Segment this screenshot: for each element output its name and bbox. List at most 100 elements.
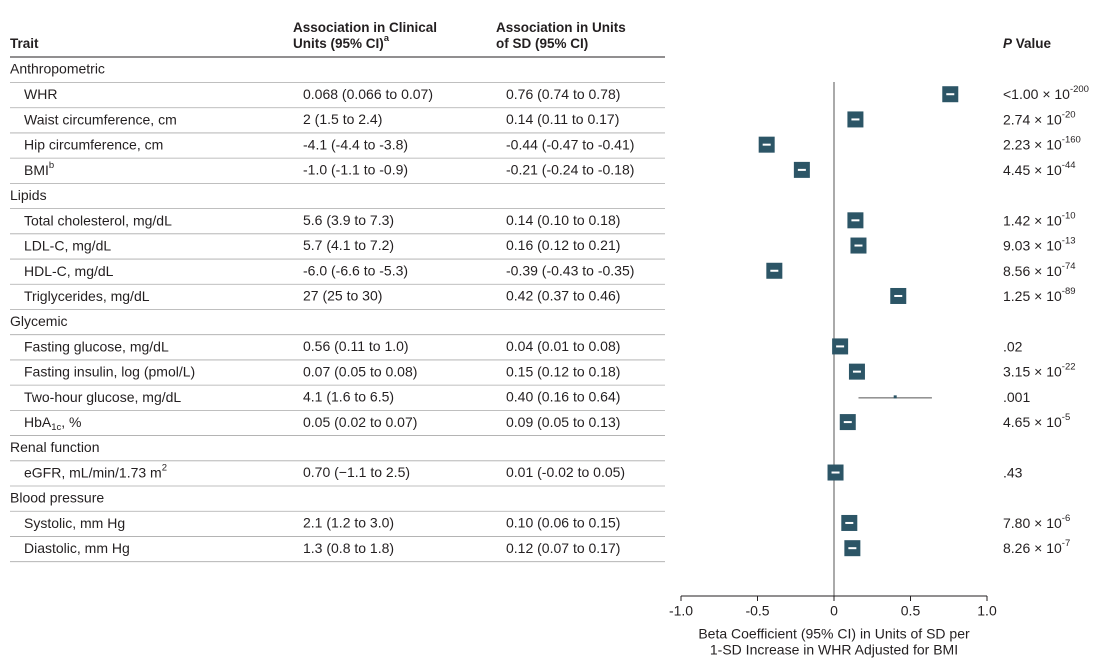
trait-label: HbA1c, % — [24, 414, 82, 433]
superscript: -44 — [1062, 159, 1076, 170]
clinical-estimate: -4.1 (-4.4 to -3.8) — [303, 136, 408, 152]
text-run: Association in Units — [496, 20, 626, 35]
trait-label: eGFR, mL/min/1.73 m2 — [24, 462, 167, 480]
text-run: 1.25 × 10 — [1003, 288, 1062, 304]
sd-estimate: -0.39 (-0.43 to -0.35) — [506, 262, 634, 278]
trait-label: Systolic, mm Hg — [24, 515, 125, 531]
subscript: 1c — [51, 422, 61, 433]
superscript: -74 — [1062, 260, 1076, 271]
text-run: Diastolic, mm Hg — [24, 540, 130, 556]
p-value: 4.65 × 10-5 — [1003, 412, 1070, 430]
trait-label: Triglycerides, mg/dL — [24, 288, 150, 304]
text-run: WHR — [24, 86, 57, 102]
p-value: 2.74 × 10-20 — [1003, 109, 1076, 127]
p-value: .001 — [1003, 389, 1030, 405]
superscript: -160 — [1062, 134, 1081, 145]
text-run: 2.23 × 10 — [1003, 136, 1062, 152]
x-tick-label: -0.5 — [745, 603, 769, 619]
text-run: 8.56 × 10 — [1003, 262, 1062, 278]
trait-label: Diastolic, mm Hg — [24, 540, 130, 556]
superscript: b — [49, 159, 54, 170]
clinical-estimate: 0.07 (0.05 to 0.08) — [303, 363, 417, 379]
clinical-estimate: 27 (25 to 30) — [303, 288, 382, 304]
text-run: HDL-C, mg/dL — [24, 262, 114, 278]
column-header: Trait — [10, 36, 39, 51]
superscript: -7 — [1062, 538, 1070, 549]
sd-estimate: -0.44 (-0.47 to -0.41) — [506, 136, 634, 152]
trait-label: BMIb — [24, 159, 54, 177]
p-value: .43 — [1003, 464, 1023, 480]
text-run: eGFR, mL/min/1.73 m — [24, 464, 162, 480]
sd-estimate: -0.21 (-0.24 to -0.18) — [506, 162, 634, 178]
text-run: Association in Clinical — [293, 20, 437, 35]
text-run: 8.26 × 10 — [1003, 540, 1062, 556]
clinical-estimate: -1.0 (-1.1 to -0.9) — [303, 162, 408, 178]
text-run: Total cholesterol, mg/dL — [24, 212, 172, 228]
text-run: of SD (95% CI) — [496, 36, 588, 51]
text-run: Fasting glucose, mg/dL — [24, 338, 169, 354]
estimate-box — [893, 395, 897, 399]
sd-estimate: 0.04 (0.01 to 0.08) — [506, 338, 620, 354]
p-value: 8.56 × 10-74 — [1003, 260, 1076, 278]
sd-estimate: 0.42 (0.37 to 0.46) — [506, 288, 620, 304]
column-header: Association in Units — [496, 20, 626, 35]
p-value: 9.03 × 10-13 — [1003, 235, 1076, 253]
clinical-estimate: 2 (1.5 to 2.4) — [303, 111, 382, 127]
text-run: 4.45 × 10 — [1003, 162, 1062, 178]
column-header: Association in Clinical — [293, 20, 437, 35]
x-tick-label: 0.5 — [901, 603, 921, 619]
trait-label: Hip circumference, cm — [24, 136, 163, 152]
column-header: of SD (95% CI) — [496, 36, 588, 51]
text-run: Two-hour glucose, mg/dL — [24, 389, 181, 405]
clinical-estimate: -6.0 (-6.6 to -5.3) — [303, 262, 408, 278]
text-run: 2.74 × 10 — [1003, 111, 1062, 127]
text-run: .001 — [1003, 389, 1030, 405]
clinical-estimate: 0.05 (0.02 to 0.07) — [303, 414, 417, 430]
text-run: , % — [61, 414, 81, 430]
sd-estimate: 0.40 (0.16 to 0.64) — [506, 389, 620, 405]
superscript: -6 — [1062, 512, 1070, 523]
italic-run: P — [1003, 36, 1013, 51]
superscript: 2 — [162, 462, 167, 473]
superscript: -200 — [1070, 84, 1089, 95]
group-label: Lipids — [10, 187, 47, 203]
column-header: Units (95% CI)a — [293, 33, 390, 51]
x-tick-label: 1.0 — [977, 603, 997, 619]
text-run: Units (95% CI) — [293, 36, 384, 51]
trait-label: Fasting glucose, mg/dL — [24, 338, 169, 354]
clinical-estimate: 0.70 (−1.1 to 2.5) — [303, 464, 410, 480]
text-run: HbA — [24, 414, 52, 430]
clinical-estimate: 4.1 (1.6 to 6.5) — [303, 389, 394, 405]
trait-label: Total cholesterol, mg/dL — [24, 212, 172, 228]
text-run: Value — [1012, 36, 1052, 51]
sd-estimate: 0.14 (0.11 to 0.17) — [506, 111, 619, 127]
text-run: .02 — [1003, 338, 1023, 354]
sd-estimate: 0.12 (0.07 to 0.17) — [506, 540, 620, 556]
column-header: P Value — [1003, 36, 1052, 51]
text-run: 7.80 × 10 — [1003, 515, 1062, 531]
group-label: Blood pressure — [10, 489, 104, 505]
x-axis-label: 1-SD Increase in WHR Adjusted for BMI — [710, 642, 958, 658]
text-run: Systolic, mm Hg — [24, 515, 125, 531]
clinical-estimate: 0.56 (0.11 to 1.0) — [303, 338, 409, 354]
text-run: Trait — [10, 36, 39, 51]
trait-label: Two-hour glucose, mg/dL — [24, 389, 181, 405]
superscript: -20 — [1062, 109, 1076, 120]
sd-estimate: 0.01 (-0.02 to 0.05) — [506, 464, 625, 480]
superscript: -89 — [1062, 285, 1076, 296]
text-run: .43 — [1003, 464, 1023, 480]
sd-estimate: 0.10 (0.06 to 0.15) — [506, 515, 620, 531]
x-axis-label: Beta Coefficient (95% CI) in Units of SD… — [698, 626, 970, 642]
clinical-estimate: 5.6 (3.9 to 7.3) — [303, 212, 394, 228]
x-tick-label: -1.0 — [669, 603, 693, 619]
clinical-estimate: 0.068 (0.066 to 0.07) — [303, 86, 433, 102]
clinical-estimate: 2.1 (1.2 to 3.0) — [303, 515, 394, 531]
superscript: -13 — [1062, 235, 1076, 246]
p-value: 8.26 × 10-7 — [1003, 538, 1070, 556]
text-run: 9.03 × 10 — [1003, 237, 1062, 253]
group-label: Anthropometric — [10, 61, 105, 77]
text-run: 3.15 × 10 — [1003, 363, 1062, 379]
trait-label: Fasting insulin, log (pmol/L) — [24, 363, 195, 379]
